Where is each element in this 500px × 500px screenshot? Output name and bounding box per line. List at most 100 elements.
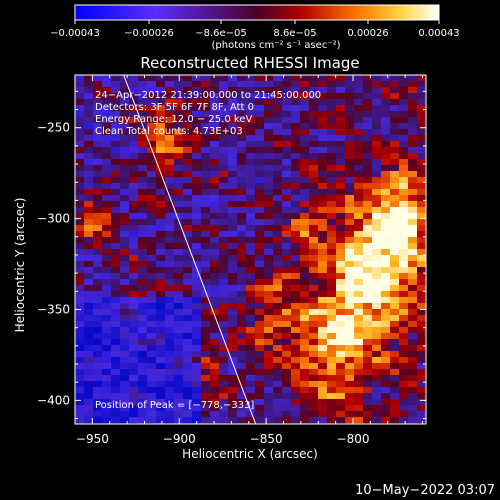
heatmap-cell xyxy=(372,297,382,304)
heatmap-cell xyxy=(354,75,364,82)
heatmap-cell xyxy=(372,279,382,286)
heatmap-cell xyxy=(246,279,256,286)
heatmap-cell xyxy=(282,291,292,298)
heatmap-cell xyxy=(345,81,355,88)
heatmap-cell xyxy=(219,273,229,280)
heatmap-cell xyxy=(237,111,247,118)
heatmap-cell xyxy=(372,255,382,262)
heatmap-cell xyxy=(219,309,229,316)
heatmap-cell xyxy=(273,339,283,346)
heatmap-cell xyxy=(399,405,409,412)
heatmap-cell xyxy=(120,177,130,184)
heatmap-cell xyxy=(336,393,346,400)
heatmap-cell xyxy=(399,399,409,406)
heatmap-cell xyxy=(192,201,202,208)
heatmap-cell xyxy=(156,243,166,250)
heatmap-cell xyxy=(129,141,139,148)
heatmap-cell xyxy=(363,375,373,382)
heatmap-cell xyxy=(363,249,373,256)
heatmap-cell xyxy=(408,189,418,196)
heatmap-cell xyxy=(111,153,121,160)
heatmap-cell xyxy=(228,231,238,238)
heatmap-cell xyxy=(273,351,283,358)
heatmap-cell xyxy=(210,153,220,160)
heatmap-cell xyxy=(147,345,157,352)
heatmap-cell xyxy=(246,393,256,400)
heatmap-cell xyxy=(372,321,382,328)
heatmap-cell xyxy=(201,189,211,196)
heatmap-cell xyxy=(282,405,292,412)
heatmap-cell xyxy=(327,411,337,418)
heatmap-cell xyxy=(147,105,157,112)
heatmap-cell xyxy=(102,285,112,292)
heatmap-cell xyxy=(417,195,426,202)
heatmap-cell xyxy=(165,267,175,274)
heatmap-cell xyxy=(372,261,382,268)
heatmap-cell xyxy=(354,117,364,124)
heatmap-cell xyxy=(174,387,184,394)
heatmap-cell xyxy=(408,231,418,238)
heatmap-cell xyxy=(93,105,103,112)
heatmap-cell xyxy=(408,129,418,136)
heatmap-cell xyxy=(309,93,319,100)
heatmap-cell xyxy=(390,237,400,244)
heatmap-cell xyxy=(246,399,256,406)
heatmap-cell xyxy=(273,135,283,142)
heatmap-cell xyxy=(75,225,85,232)
heatmap-cell xyxy=(300,117,310,124)
heatmap-cell xyxy=(120,399,130,406)
heatmap-cell xyxy=(228,267,238,274)
heatmap-cell xyxy=(183,405,193,412)
heatmap-cell xyxy=(120,225,130,232)
heatmap-cell xyxy=(399,207,409,214)
heatmap-cell xyxy=(174,159,184,166)
heatmap-cell xyxy=(300,171,310,178)
heatmap-cell xyxy=(318,309,328,316)
heatmap-cell xyxy=(390,345,400,352)
heatmap-cell xyxy=(363,117,373,124)
heatmap-cell xyxy=(165,189,175,196)
heatmap-cell xyxy=(147,171,157,178)
heatmap-cell xyxy=(210,189,220,196)
heatmap-cell xyxy=(219,177,229,184)
heatmap-cell xyxy=(255,129,265,136)
heatmap-cell xyxy=(336,339,346,346)
heatmap-cell xyxy=(399,237,409,244)
heatmap-cell xyxy=(237,315,247,322)
heatmap-cell xyxy=(309,99,319,106)
heatmap-cell xyxy=(246,237,256,244)
heatmap-cell xyxy=(129,267,139,274)
heatmap-cell xyxy=(255,291,265,298)
heatmap-cell xyxy=(300,291,310,298)
heatmap-cell xyxy=(129,105,139,112)
heatmap-cell xyxy=(102,111,112,118)
heatmap-cell xyxy=(273,285,283,292)
heatmap-cell xyxy=(318,87,328,94)
heatmap-cell xyxy=(381,177,391,184)
heatmap-cell xyxy=(129,201,139,208)
heatmap-cell xyxy=(282,411,292,418)
heatmap-cell xyxy=(246,411,256,418)
heatmap-cell xyxy=(408,87,418,94)
heatmap-cell xyxy=(417,117,426,124)
heatmap-cell xyxy=(300,189,310,196)
heatmap-cell xyxy=(363,201,373,208)
heatmap-cell xyxy=(381,165,391,172)
heatmap-cell xyxy=(192,399,202,406)
heatmap-cell xyxy=(264,165,274,172)
heatmap-cell xyxy=(354,309,364,316)
heatmap-cell xyxy=(372,309,382,316)
heatmap-cell xyxy=(399,225,409,232)
heatmap-cell xyxy=(84,387,94,394)
heatmap-cell xyxy=(210,135,220,142)
heatmap-cell xyxy=(201,363,211,370)
heatmap-cell xyxy=(201,375,211,382)
heatmap-cell xyxy=(345,183,355,190)
heatmap-cell xyxy=(372,411,382,418)
heatmap-cell xyxy=(354,363,364,370)
heatmap-cell xyxy=(165,285,175,292)
heatmap-cell xyxy=(138,183,148,190)
heatmap-cell xyxy=(282,201,292,208)
heatmap-cell xyxy=(210,129,220,136)
heatmap-cell xyxy=(147,207,157,214)
